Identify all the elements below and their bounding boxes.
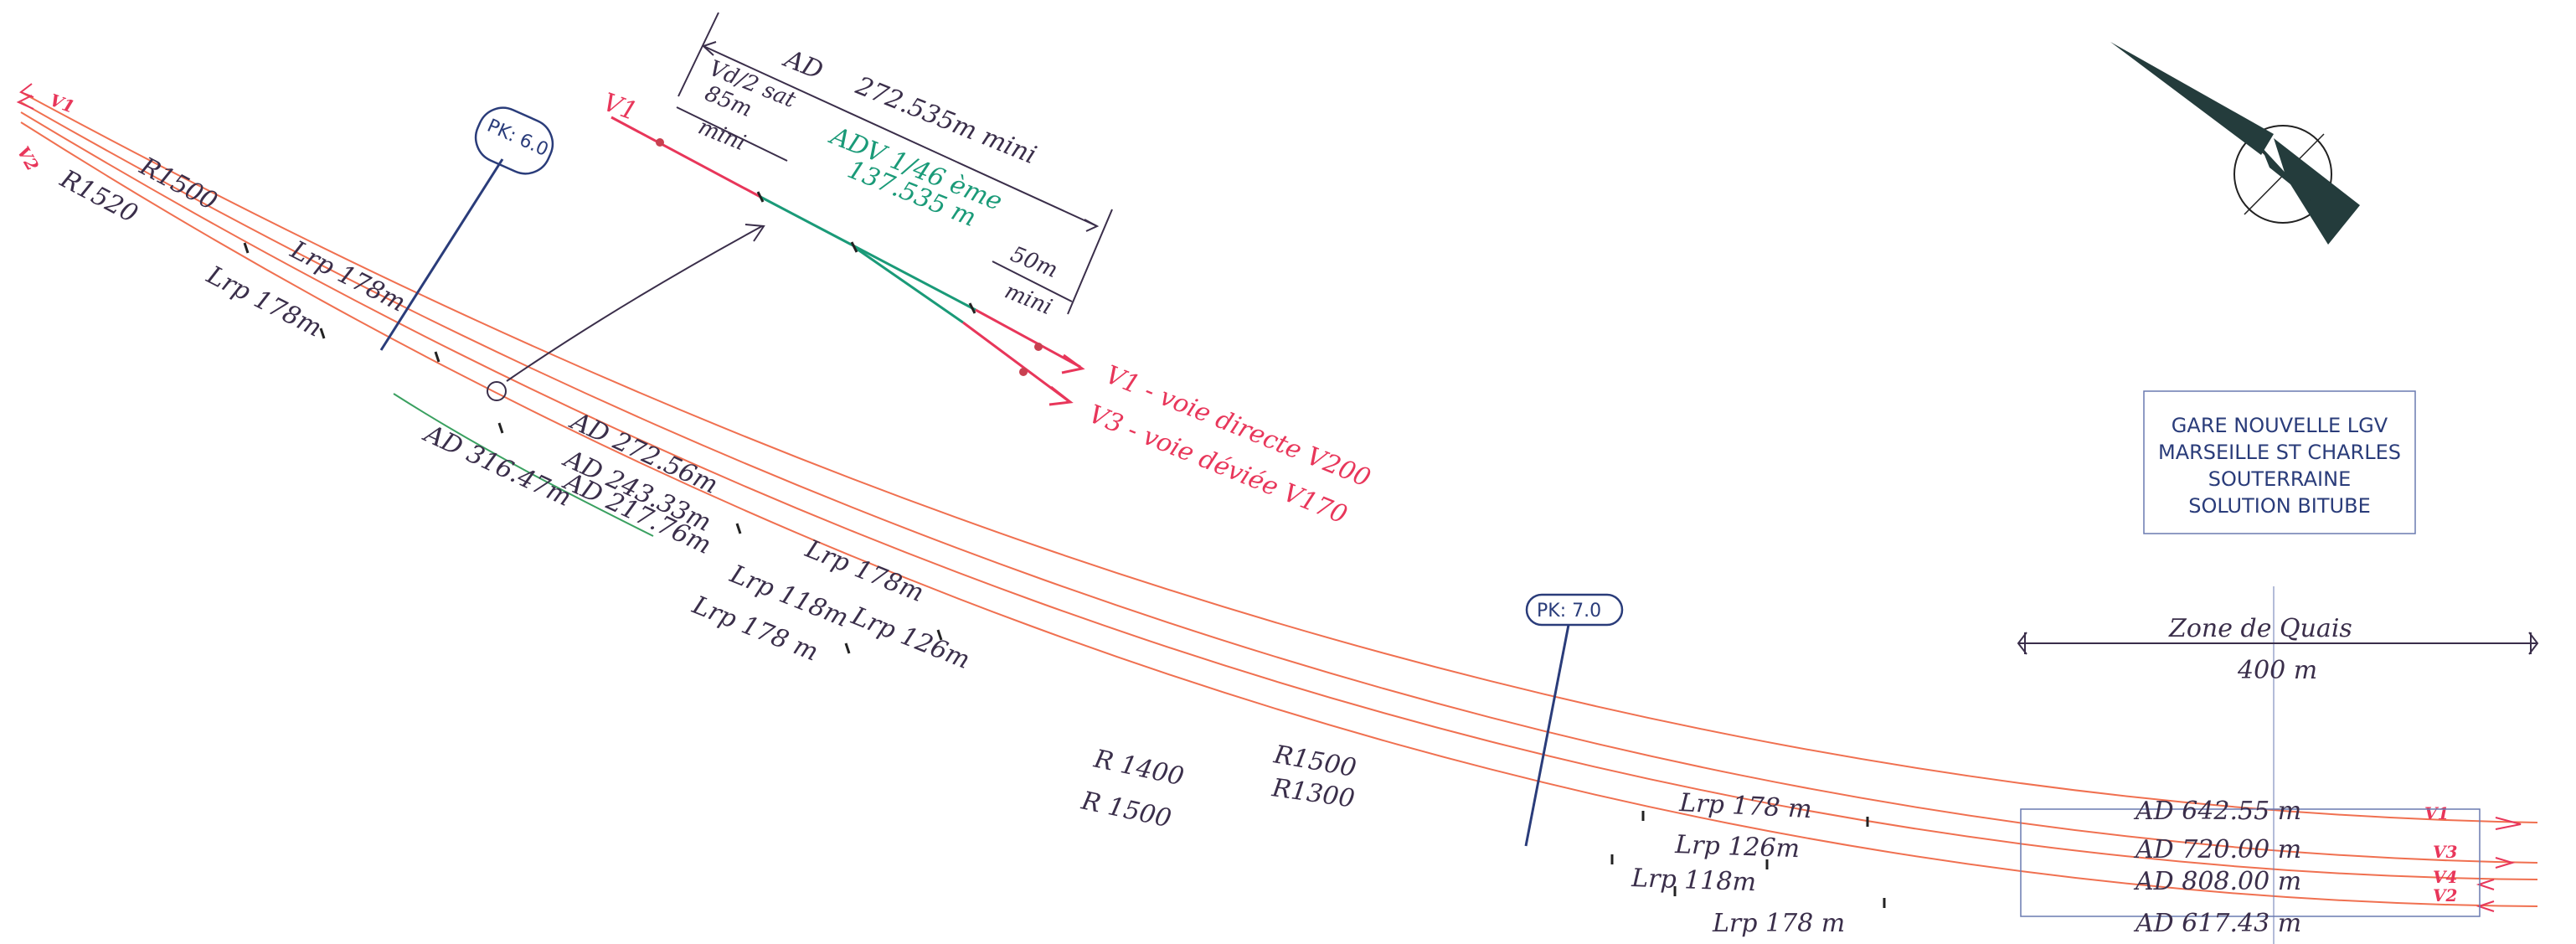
inset-pointer bbox=[487, 224, 765, 401]
track-green-section bbox=[393, 393, 654, 537]
inset-50m-label: 50m bbox=[1007, 242, 1061, 283]
turnout-inset bbox=[611, 12, 1113, 406]
inset-ad-label: AD bbox=[778, 44, 827, 86]
label-lrp178-e: Lrp 178 m bbox=[1678, 788, 1813, 824]
inset-v1-label: V1 bbox=[599, 88, 641, 127]
track-v3 bbox=[20, 101, 2538, 864]
zone-quais-length: 400 m bbox=[2237, 656, 2317, 685]
label-lrp126-b: Lrp 126m bbox=[1674, 830, 1801, 864]
label-ad-72000: AD 720.00 m bbox=[2133, 835, 2301, 864]
station-line-4: SOLUTION BITUBE bbox=[2188, 494, 2370, 518]
label-r1400: R 1400 bbox=[1090, 744, 1186, 792]
zone-quais-label: Zone de Quais bbox=[2168, 614, 2352, 643]
label-lrp178-f: Lrp 178 m bbox=[1712, 909, 1845, 938]
label-v2-left: V2 bbox=[13, 143, 44, 175]
label-v2-right: V2 bbox=[2433, 885, 2458, 905]
inset-mini-a: mini bbox=[694, 115, 749, 157]
track-v2 bbox=[20, 121, 2538, 907]
station-line-2: MARSEILLE ST CHARLES bbox=[2158, 441, 2401, 464]
pk-marker-6: PK: 6.0 bbox=[379, 106, 554, 351]
inset-mini-b: mini bbox=[1001, 279, 1055, 321]
right-direction-arrows bbox=[2476, 817, 2522, 912]
pk-marker-7-label: PK: 7.0 bbox=[1537, 601, 1601, 622]
pk-marker-7: PK: 7.0 bbox=[1524, 593, 1624, 847]
label-ad-80800: AD 808.00 m bbox=[2133, 867, 2301, 896]
label-v1-right: V1 bbox=[2424, 803, 2449, 823]
station-line-3: SOUTERRAINE bbox=[2208, 467, 2352, 491]
track-tick-marks bbox=[243, 242, 1886, 908]
label-ad-64255: AD 642.55 m bbox=[2133, 797, 2301, 826]
label-v4-right: V4 bbox=[2433, 867, 2457, 887]
left-direction-arrows bbox=[16, 83, 34, 110]
label-v3-right: V3 bbox=[2433, 842, 2458, 862]
label-ad-61743: AD 617.43 m bbox=[2133, 909, 2301, 938]
station-title-box: GARE NOUVELLE LGV MARSEILLE ST CHARLES S… bbox=[2143, 390, 2416, 534]
track-v4 bbox=[20, 111, 2538, 880]
track-v1 bbox=[20, 91, 2538, 823]
label-r1500-top: R1500 bbox=[134, 152, 222, 217]
label-lrp126-a: Lrp 126m bbox=[847, 601, 974, 676]
label-lrp118-b: Lrp 118m bbox=[1631, 864, 1757, 897]
label-ad-31647: AD 316.47m bbox=[418, 418, 576, 513]
main-tracks bbox=[20, 91, 2538, 907]
platform-zone: Zone de Quais 400 m bbox=[2017, 586, 2539, 944]
station-line-1: GARE NOUVELLE LGV bbox=[2172, 414, 2388, 437]
north-arrow-icon bbox=[2110, 42, 2360, 245]
label-r1500-low: R 1500 bbox=[1078, 786, 1173, 833]
label-v1-left: V1 bbox=[47, 90, 77, 117]
label-r1520: R1520 bbox=[54, 164, 142, 230]
